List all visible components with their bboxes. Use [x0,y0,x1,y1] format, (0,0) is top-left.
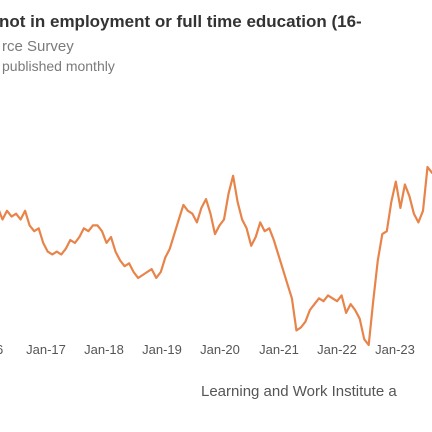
chart-note: published monthly [2,58,115,74]
series-layer [0,165,432,347]
x-tick-label: Jan-23 [375,342,415,357]
x-tick-label: Jan-18 [84,342,124,357]
x-tick-label: Jan-17 [26,342,66,357]
series-line [0,165,432,347]
chart-subtitle: rce Survey [2,38,74,55]
x-axis-ticks: 16 Jan-17 Jan-18 Jan-19 Jan-20 Jan-21 Jan-22 Ja… [0,342,415,357]
x-tick-label: Jan-21 [259,342,299,357]
chart-title: not in employment or full time education… [0,12,362,31]
x-tick-label: 16 [0,342,3,357]
source-credit: Learning and Work Institute a [201,383,397,400]
x-tick-label: Jan-20 [200,342,240,357]
x-tick-label: Jan-19 [142,342,182,357]
x-tick-label: Jan-22 [317,342,357,357]
